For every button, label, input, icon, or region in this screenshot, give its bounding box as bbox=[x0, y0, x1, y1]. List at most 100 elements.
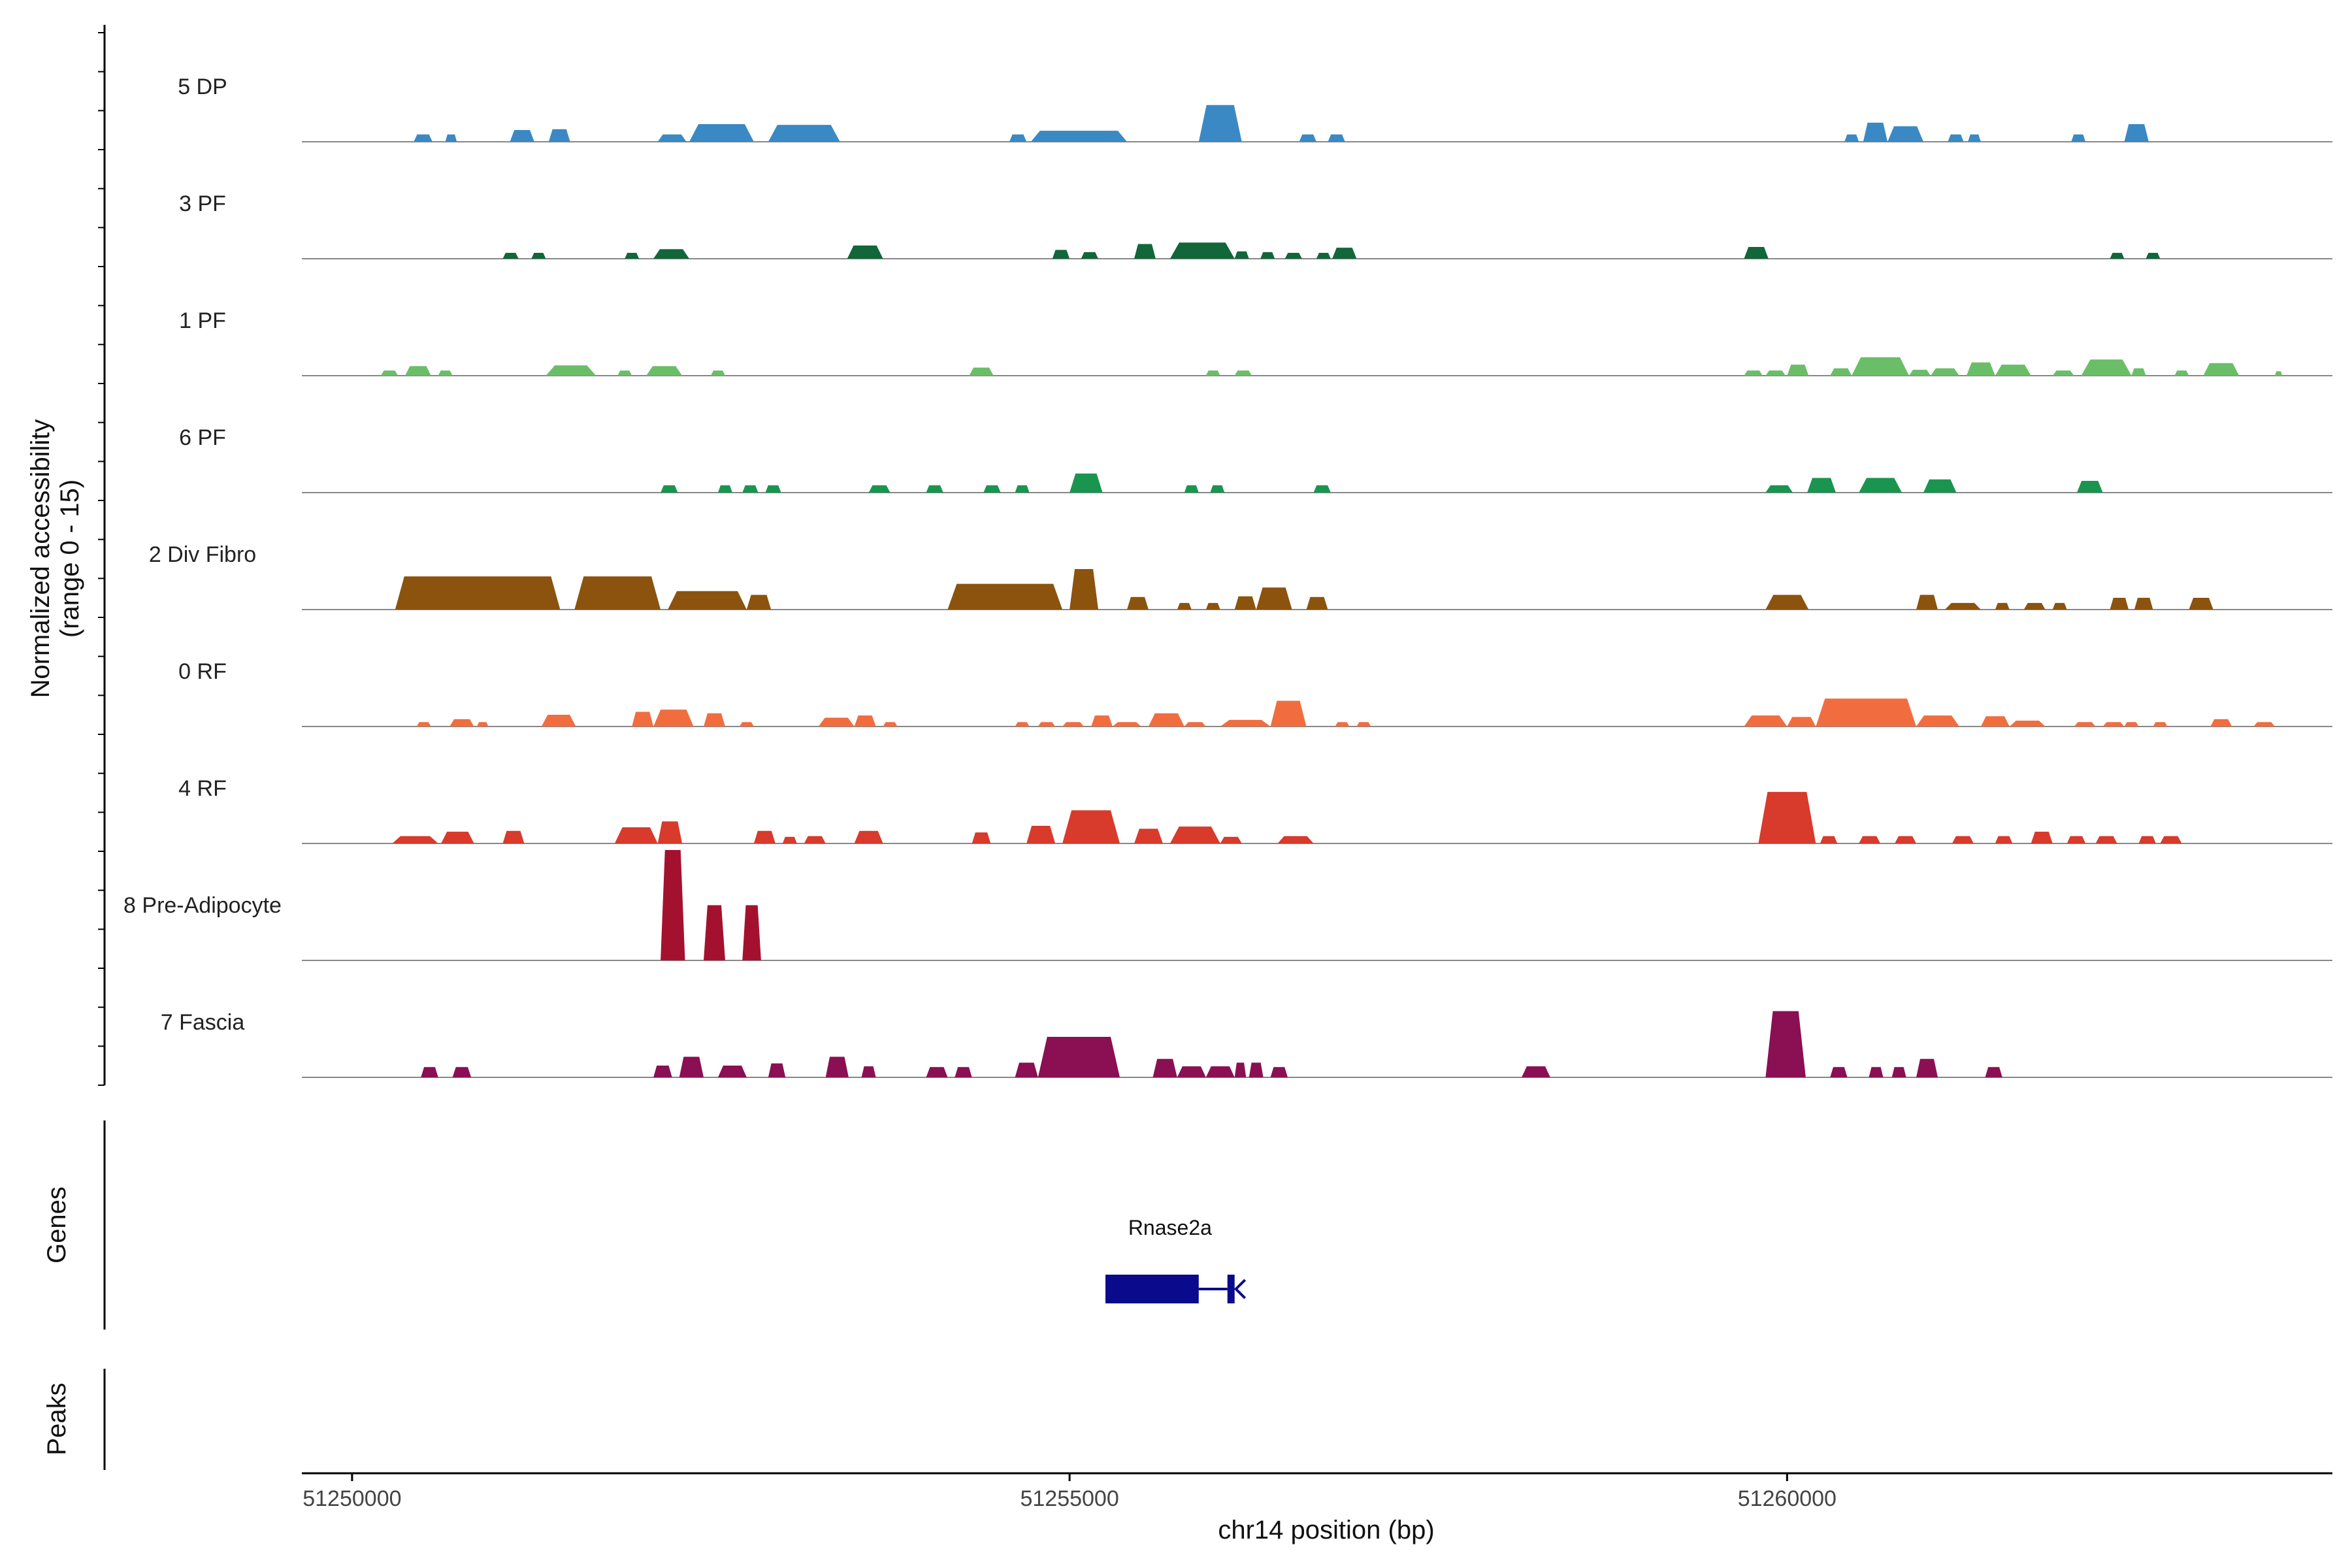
coverage-peak bbox=[2081, 359, 2132, 376]
coverage-peak bbox=[661, 850, 685, 960]
coverage-peak bbox=[1184, 722, 1206, 727]
coverage-peak bbox=[1134, 828, 1163, 843]
coverage-peak bbox=[1995, 836, 2013, 843]
coverage-peak bbox=[531, 253, 546, 259]
coverage-peak bbox=[1177, 1066, 1206, 1077]
coverage-peak bbox=[1306, 596, 1328, 610]
coverage-peak bbox=[2124, 722, 2139, 727]
coverage-peak bbox=[1127, 596, 1149, 610]
coverage-peak bbox=[1931, 368, 1959, 376]
coverage-peak bbox=[1863, 122, 1888, 142]
x-tick-label: 51250000 bbox=[302, 1486, 401, 1511]
peaks-panel-label: Peaks bbox=[42, 1382, 71, 1455]
coverage-peak bbox=[2052, 602, 2067, 610]
coverage-peak bbox=[653, 710, 694, 727]
coverage-peak bbox=[704, 713, 725, 727]
coverage-peak bbox=[1205, 1066, 1235, 1077]
coverage-peak bbox=[1070, 569, 1098, 610]
coverage-peak bbox=[969, 367, 994, 376]
coverage-peak bbox=[1091, 715, 1113, 727]
coverage-peak bbox=[405, 366, 431, 376]
coverage-peak bbox=[2052, 370, 2074, 376]
coverage-peak bbox=[1765, 485, 1793, 493]
coverage-peak bbox=[2189, 598, 2213, 610]
coverage-peak bbox=[392, 836, 438, 843]
coverage-peak bbox=[1313, 485, 1331, 493]
coverage-peak bbox=[689, 124, 754, 142]
coverage-peak bbox=[2160, 836, 2182, 843]
coverage-peak bbox=[2131, 368, 2146, 376]
coverage-peak bbox=[617, 370, 632, 376]
coverage-peak bbox=[1980, 716, 2010, 727]
coverage-peak bbox=[1249, 1062, 1264, 1077]
coverage-peak bbox=[2124, 124, 2149, 142]
coverage-peak bbox=[1169, 826, 1220, 843]
coverage-peak bbox=[657, 821, 683, 843]
coverage-peak bbox=[1169, 242, 1235, 259]
coverage-peak bbox=[2275, 371, 2283, 376]
coverage-peak bbox=[854, 830, 883, 843]
track-0-rf: 0 RF bbox=[178, 659, 2332, 727]
coverage-peak bbox=[718, 1066, 747, 1077]
coverage-peak bbox=[380, 370, 399, 376]
coverage-peak bbox=[847, 245, 883, 259]
coverage-peak bbox=[1210, 485, 1225, 493]
coverage-peak bbox=[2146, 253, 2161, 259]
coverage-peak bbox=[449, 719, 474, 727]
coverage-peak bbox=[657, 134, 687, 142]
coverage-peak bbox=[632, 711, 654, 727]
coverage-peak bbox=[452, 1067, 472, 1077]
coverage-peak bbox=[1765, 370, 1786, 376]
coverage-peak bbox=[1844, 134, 1859, 142]
coverage-peak bbox=[926, 485, 943, 493]
coverage-peak bbox=[1015, 485, 1030, 493]
coverage-peak bbox=[782, 836, 797, 843]
track-label: 1 PF bbox=[179, 308, 226, 333]
coverage-peak bbox=[1765, 595, 1809, 610]
coverage-peak bbox=[1891, 1067, 1906, 1077]
track-1-pf: 1 PF bbox=[179, 308, 2332, 376]
coverage-peak bbox=[625, 253, 640, 259]
coverage-peak bbox=[1260, 252, 1275, 259]
coverage-peak bbox=[1062, 810, 1120, 843]
coverage-peak bbox=[614, 827, 658, 843]
coverage-peak bbox=[1220, 836, 1242, 843]
coverage-peak bbox=[1995, 602, 2010, 610]
y-axis-title: Normalized accessibility bbox=[26, 419, 55, 698]
coverage-peak bbox=[1895, 836, 1916, 843]
coverage-peak bbox=[1152, 1058, 1177, 1077]
coverage-peak bbox=[1820, 836, 1838, 843]
coverage-peak bbox=[2095, 836, 2117, 843]
coverage-peak bbox=[768, 1063, 786, 1077]
coverage-peak bbox=[510, 130, 534, 142]
coverage-peak bbox=[1299, 134, 1316, 142]
coverage-peak bbox=[746, 595, 772, 610]
coverage-peak bbox=[1356, 722, 1371, 727]
coverage-peak bbox=[502, 830, 525, 843]
coverage-peak bbox=[1205, 370, 1220, 376]
coverage-peak bbox=[1316, 253, 1331, 259]
coverage-peak bbox=[739, 722, 754, 727]
coverage-peak bbox=[416, 722, 431, 727]
coverage-peak bbox=[2110, 598, 2129, 610]
coverage-peak bbox=[1952, 836, 1974, 843]
coverage-peak bbox=[1985, 1067, 2002, 1077]
coverage-peak bbox=[1830, 368, 1852, 376]
coverage-peak bbox=[1277, 836, 1314, 843]
coverage-peak bbox=[2009, 721, 2046, 727]
coverage-peak bbox=[1220, 719, 1271, 727]
coverage-peak bbox=[2110, 253, 2125, 259]
coverage-peak bbox=[861, 1066, 876, 1077]
coverage-peak bbox=[1859, 478, 1903, 493]
coverage-peak bbox=[1205, 602, 1220, 610]
coverage-peak bbox=[1184, 485, 1199, 493]
coverage-peak bbox=[1995, 365, 2031, 376]
coverage-peak bbox=[2074, 722, 2096, 727]
coverage-peak bbox=[947, 583, 1063, 610]
coverage-peak bbox=[1134, 244, 1156, 259]
coverage-peak bbox=[1335, 722, 1350, 727]
coverage-peak bbox=[1081, 252, 1098, 259]
coverage-y-axis bbox=[98, 25, 106, 1086]
coverage-peak bbox=[1015, 1062, 1038, 1077]
coverage-peak bbox=[1052, 250, 1070, 259]
